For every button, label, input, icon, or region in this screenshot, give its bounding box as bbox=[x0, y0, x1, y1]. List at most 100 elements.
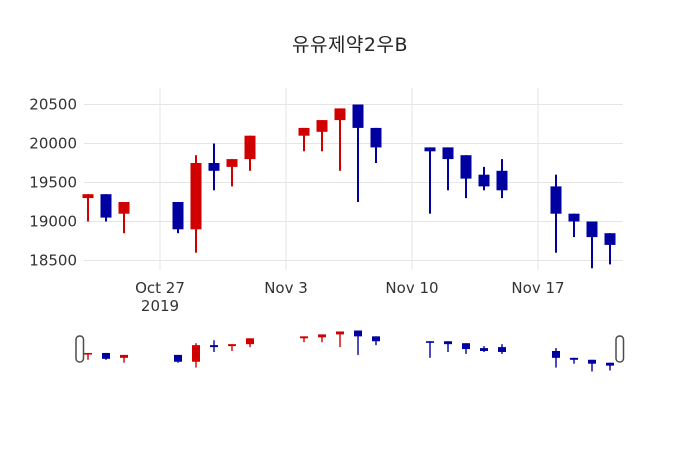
x-tick-label: Nov 17 bbox=[511, 279, 564, 297]
mini-candle-body bbox=[462, 343, 470, 350]
candle-2019-11-07[interactable] bbox=[352, 104, 364, 203]
rangeslider-left-handle[interactable] bbox=[75, 335, 85, 363]
y-tick-label: 19500 bbox=[29, 174, 77, 192]
candle-body bbox=[370, 127, 382, 148]
mini-candle-body bbox=[552, 351, 560, 358]
candle-body bbox=[226, 159, 238, 167]
candle-2019-10-29[interactable] bbox=[190, 155, 202, 253]
candle-body bbox=[298, 127, 310, 136]
candle-2019-11-04[interactable] bbox=[298, 127, 310, 152]
rangeslider-candle-2019-11-19 bbox=[570, 357, 578, 364]
rangeslider-handles bbox=[75, 335, 625, 363]
rangeslider-candles bbox=[84, 330, 614, 372]
candle-body bbox=[316, 120, 328, 132]
candle-2019-11-14[interactable] bbox=[478, 166, 490, 191]
rangeslider-candle-2019-10-24 bbox=[102, 352, 110, 360]
candle-2019-11-08[interactable] bbox=[370, 127, 382, 163]
candle-body bbox=[550, 186, 562, 214]
mini-candle-body bbox=[102, 352, 110, 359]
candle-body bbox=[118, 202, 130, 214]
mini-candle-body bbox=[84, 352, 92, 355]
rangeslider-right-handle[interactable] bbox=[615, 335, 625, 363]
candle-2019-11-12[interactable] bbox=[442, 147, 454, 191]
candle-2019-11-13[interactable] bbox=[460, 155, 472, 199]
rangeslider-candle-2019-11-13 bbox=[462, 343, 470, 354]
mini-candle-body bbox=[336, 331, 344, 335]
rangeslider-candle-2019-10-29 bbox=[192, 343, 200, 368]
candle-2019-11-20[interactable] bbox=[586, 221, 598, 269]
candle-body bbox=[172, 202, 184, 230]
x-tick-label: Oct 27 bbox=[135, 279, 185, 297]
mini-candle-body bbox=[372, 336, 380, 342]
rangeslider-candle-2019-11-06 bbox=[336, 331, 344, 348]
rangeslider-candle-2019-11-07 bbox=[354, 330, 362, 355]
candle-body bbox=[334, 108, 346, 121]
rangeslider-candle-2019-10-23 bbox=[84, 352, 92, 360]
candle-body bbox=[496, 170, 508, 191]
candle-2019-10-23[interactable] bbox=[82, 194, 94, 222]
mini-candle-body bbox=[444, 341, 452, 345]
candle-2019-11-06[interactable] bbox=[334, 108, 346, 171]
y-tick-label: 19000 bbox=[29, 213, 77, 231]
candle-body bbox=[352, 104, 364, 128]
candle-2019-10-24[interactable] bbox=[100, 194, 112, 222]
y-tick-label: 20500 bbox=[29, 96, 77, 114]
candle-body bbox=[460, 155, 472, 179]
mini-candle-body bbox=[300, 336, 308, 339]
y-axis-labels: 20500 20000 19500 19000 18500 bbox=[29, 96, 77, 270]
rangeslider-candle-2019-11-14 bbox=[480, 346, 488, 352]
rangeslider-candle-2019-10-31 bbox=[228, 344, 236, 351]
candle-2019-11-19[interactable] bbox=[568, 213, 580, 238]
candle-2019-11-11[interactable] bbox=[424, 147, 436, 214]
rangeslider-candle-2019-11-05 bbox=[318, 334, 326, 343]
mini-candle-body bbox=[228, 344, 236, 347]
rangeslider-candle-2019-11-04 bbox=[300, 336, 308, 343]
candle-2019-11-15[interactable] bbox=[496, 159, 508, 199]
candle-body bbox=[100, 194, 112, 218]
y-tick-label: 18500 bbox=[29, 252, 77, 270]
candle-2019-11-05[interactable] bbox=[316, 120, 328, 152]
rangeslider-candle-2019-11-08 bbox=[372, 336, 380, 346]
rangeslider-candle-2019-11-11 bbox=[426, 341, 434, 358]
mini-candle-body bbox=[318, 334, 326, 338]
mini-candle-body bbox=[354, 330, 362, 337]
mini-candle-body bbox=[210, 345, 218, 348]
candle-2019-10-28[interactable] bbox=[172, 202, 184, 234]
mini-candle-body bbox=[480, 348, 488, 351]
mini-candle-body bbox=[570, 357, 578, 360]
candle-body bbox=[568, 213, 580, 222]
mini-candle-body bbox=[174, 354, 182, 362]
x-tick-label: Nov 3 bbox=[264, 279, 308, 297]
candle-2019-11-18[interactable] bbox=[550, 174, 562, 253]
candle-2019-11-21[interactable] bbox=[604, 233, 616, 265]
rangeslider-candle-2019-10-28 bbox=[174, 354, 182, 363]
page-title: 유유제약2우B bbox=[291, 34, 409, 56]
rangeslider-candle-2019-11-20 bbox=[588, 359, 596, 372]
rangeslider-candle-2019-11-21 bbox=[606, 362, 614, 371]
mini-candle-body bbox=[606, 362, 614, 366]
candle-body bbox=[424, 147, 436, 152]
candle-body bbox=[244, 135, 256, 160]
candle-body bbox=[604, 233, 616, 245]
x-tick-label: Nov 10 bbox=[385, 279, 438, 297]
candlestick-series bbox=[82, 104, 616, 269]
mini-candle-body bbox=[192, 345, 200, 362]
x-tick-sublabel: 2019 bbox=[141, 297, 179, 315]
mini-candle-body bbox=[426, 341, 434, 343]
candle-2019-10-31[interactable] bbox=[226, 159, 238, 187]
rangeslider-candle-2019-11-15 bbox=[498, 344, 506, 354]
mini-candle-body bbox=[498, 347, 506, 352]
candle-2019-10-30[interactable] bbox=[208, 143, 220, 191]
candle-2019-11-01[interactable] bbox=[244, 135, 256, 171]
candle-body bbox=[208, 163, 220, 171]
candle-body bbox=[442, 147, 454, 160]
mini-candle-body bbox=[246, 338, 254, 345]
mini-candle-body bbox=[588, 359, 596, 364]
candle-body bbox=[190, 163, 202, 230]
rangeslider-track[interactable] bbox=[84, 330, 623, 372]
candle-2019-10-25[interactable] bbox=[118, 202, 130, 234]
rangeslider-candle-2019-11-01 bbox=[246, 338, 254, 348]
